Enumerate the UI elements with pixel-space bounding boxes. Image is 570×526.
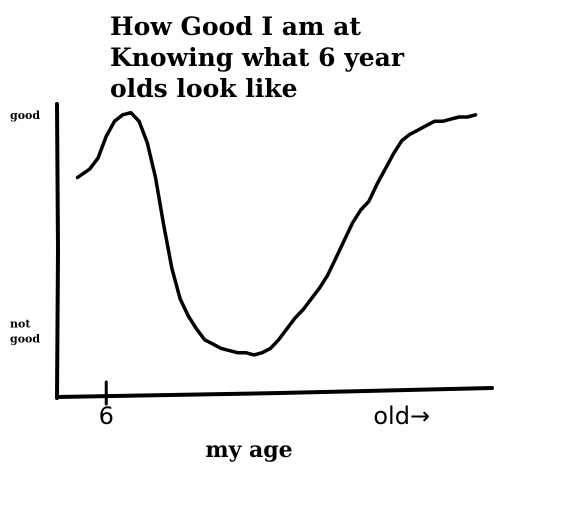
x-tick-label: 6 [99, 402, 114, 430]
chart-title-line: How Good I am at [110, 12, 361, 41]
y-tick-label: good [10, 333, 40, 346]
series-line [75, 110, 478, 357]
x-axis-label: my age [205, 437, 292, 463]
axes [55, 102, 494, 400]
y-axis-line [55, 102, 61, 400]
x-tick-labels: 6 old→ [99, 380, 430, 430]
x-tick-label: old→ [373, 402, 430, 430]
y-tick-labels: good not good [10, 109, 40, 346]
chart-title-line: Knowing what 6 year [110, 43, 405, 72]
y-tick-label: not [10, 318, 31, 331]
plot-area [75, 110, 478, 357]
y-tick-label: good [10, 109, 40, 122]
chart-title-line: olds look like [110, 74, 298, 103]
x-axis-line [55, 386, 494, 399]
